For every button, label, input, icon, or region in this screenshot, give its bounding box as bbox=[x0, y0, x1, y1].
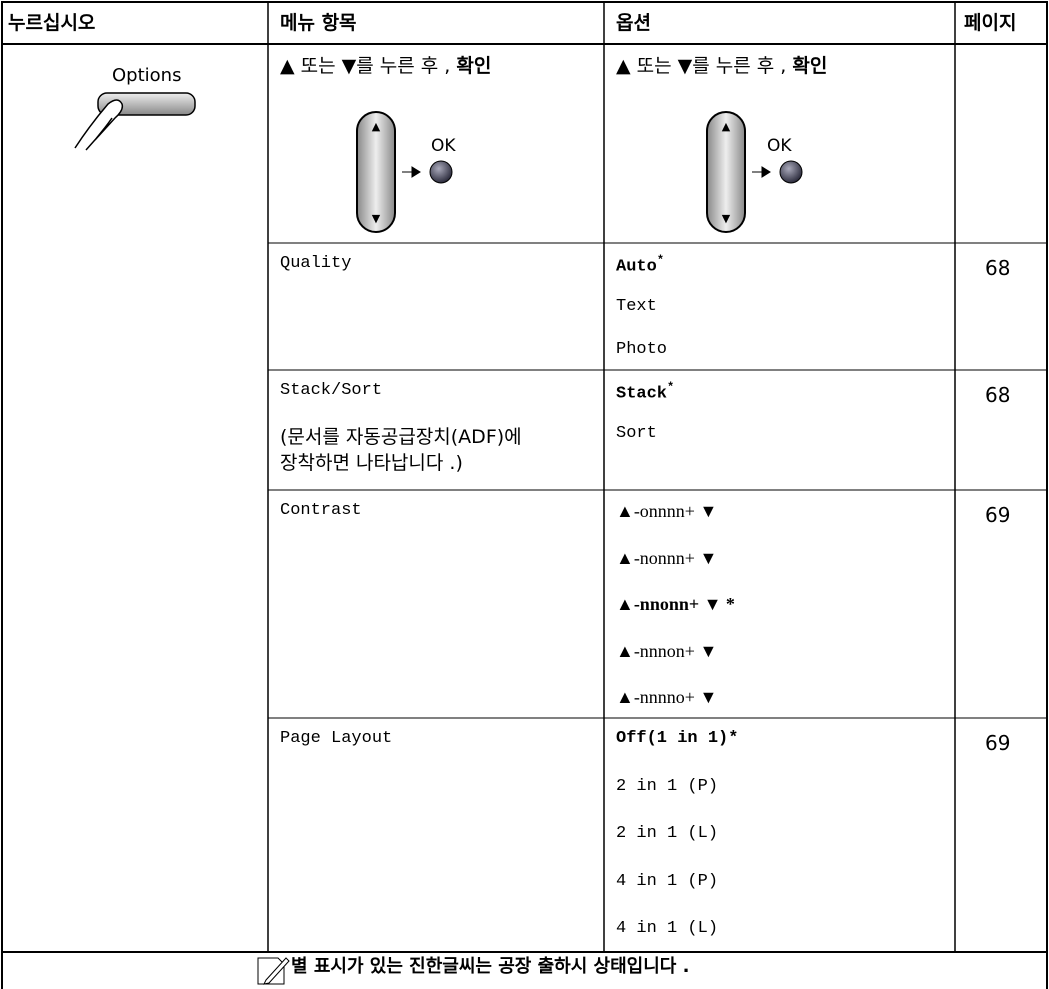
menu-note: 장착하면 나타납니다 .) bbox=[280, 452, 463, 474]
option-text: ▲-nnonn+ ▼ * bbox=[616, 594, 735, 614]
instruction: ▲ 또는 ▼를 누른 후 , 확인 bbox=[616, 54, 827, 78]
option-text: Off(1 in 1)* bbox=[616, 729, 739, 748]
option: ▲-nnnno+ ▼ bbox=[616, 685, 717, 709]
instruction-bold: 확인 bbox=[456, 55, 492, 77]
menu-item: Stack/Sort bbox=[280, 381, 383, 400]
svg-text:▲: ▲ bbox=[372, 120, 381, 133]
menu-item: Quality bbox=[280, 254, 352, 273]
option-text: Stack bbox=[616, 384, 668, 404]
option-text: ▲-nonnn+ ▼ bbox=[616, 547, 718, 568]
option: ▲-nnonn+ ▼ * bbox=[616, 592, 735, 616]
option: 4 in 1 (L) bbox=[616, 917, 718, 941]
option-text: 2 in 1 (P) bbox=[616, 776, 719, 796]
option: Off(1 in 1)* bbox=[616, 727, 738, 751]
button-label: Options bbox=[112, 65, 182, 86]
scroll-key-icon: ▲ ▼ bbox=[706, 111, 803, 233]
option-text: ▲-onnnn+ ▼ bbox=[616, 501, 718, 521]
option: Auto* bbox=[616, 249, 664, 280]
page-number: 68 bbox=[985, 256, 1011, 280]
scroll-key-icon: ▲ ▼ bbox=[356, 111, 453, 233]
option: Photo bbox=[616, 338, 667, 362]
menu-item: Contrast bbox=[280, 501, 362, 520]
menu-note: (문서를 자동공급장치(ADF)에 bbox=[280, 426, 522, 448]
option-text: 4 in 1 (L) bbox=[616, 919, 719, 938]
option-text: 4 in 1 (P) bbox=[616, 871, 719, 891]
header-cell: 페이지 bbox=[964, 12, 1017, 34]
option-text: ▲-nnnno+ ▼ bbox=[616, 687, 718, 707]
option-text: Sort bbox=[616, 424, 657, 443]
default-mark: * bbox=[667, 380, 675, 395]
option-text: Auto bbox=[616, 257, 657, 277]
option: 2 in 1 (P) bbox=[616, 775, 718, 799]
header-cell: 누르십시오 bbox=[8, 12, 96, 34]
instruction-text: ▲ 또는 ▼를 누른 후 , bbox=[280, 55, 451, 77]
svg-text:▲: ▲ bbox=[722, 120, 731, 133]
option-text: ▲-nnnon+ ▼ bbox=[616, 640, 718, 661]
page-number: 68 bbox=[985, 383, 1011, 407]
option-text: Text bbox=[616, 297, 657, 316]
option: Sort bbox=[616, 422, 657, 446]
svg-text:▼: ▼ bbox=[722, 212, 731, 225]
page-number: 69 bbox=[985, 503, 1011, 527]
option: Text bbox=[616, 295, 657, 319]
note-icon bbox=[257, 957, 290, 985]
default-mark: * bbox=[656, 253, 665, 268]
ok-label: OK bbox=[767, 136, 792, 156]
header-cell: 메뉴 항목 bbox=[280, 12, 357, 34]
footer-note: 별 표시가 있는 진한글씨는 공장 출하시 상태입니다 . bbox=[291, 956, 690, 977]
option-text: 2 in 1 (L) bbox=[616, 824, 719, 843]
ok-label: OK bbox=[431, 136, 456, 156]
options-button-icon bbox=[74, 92, 196, 151]
page-number: 69 bbox=[985, 731, 1011, 755]
svg-text:▼: ▼ bbox=[372, 212, 381, 225]
instruction: ▲ 또는 ▼를 누른 후 , 확인 bbox=[280, 54, 491, 78]
option: ▲-onnnn+ ▼ bbox=[616, 499, 717, 523]
header-cell: 옵션 bbox=[616, 12, 651, 34]
option: 2 in 1 (L) bbox=[616, 822, 718, 846]
instruction-text: ▲ 또는 ▼를 누른 후 , bbox=[616, 55, 787, 77]
option-text: Photo bbox=[616, 340, 668, 359]
option: 4 in 1 (P) bbox=[616, 870, 718, 894]
option: Stack* bbox=[616, 376, 674, 407]
menu-item: Page Layout bbox=[280, 729, 393, 748]
option: ▲-nonnn+ ▼ bbox=[616, 546, 717, 570]
instruction-bold: 확인 bbox=[792, 55, 828, 77]
option: ▲-nnnon+ ▼ bbox=[616, 639, 717, 663]
